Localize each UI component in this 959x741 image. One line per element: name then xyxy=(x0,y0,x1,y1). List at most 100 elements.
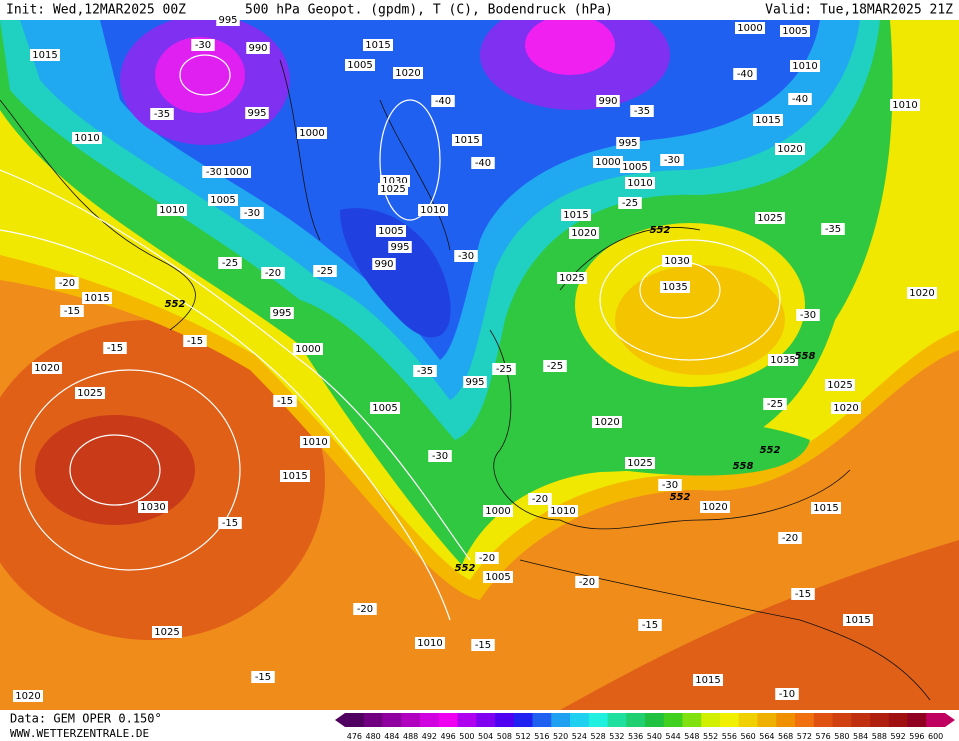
label-box xyxy=(596,95,620,107)
isobar-label: -30 xyxy=(195,40,211,51)
colorbar-label: 584 xyxy=(853,732,868,741)
colorbar-label: 592 xyxy=(890,732,905,741)
isobar-label: -30 xyxy=(800,310,816,321)
isobar-label: -20 xyxy=(59,278,75,289)
isobar-label: 1015 xyxy=(32,50,57,61)
isobar-label: -25 xyxy=(547,361,563,372)
isobar-label: 1010 xyxy=(302,437,327,448)
label-box xyxy=(72,132,102,144)
label-box xyxy=(30,49,60,61)
label-box xyxy=(658,479,682,491)
label-box xyxy=(821,223,845,235)
colorbar-low-arrow xyxy=(335,713,345,727)
isobar-label: -10 xyxy=(779,689,795,700)
isobar-label: 1015 xyxy=(84,293,109,304)
label-box xyxy=(662,255,692,267)
isobar-label: 995 xyxy=(465,377,484,388)
label-box xyxy=(191,39,215,51)
isobar-label: 1015 xyxy=(755,115,780,126)
isobar-label: 1015 xyxy=(813,503,838,514)
colorbar-swatch xyxy=(345,713,365,727)
contour-552-label: 552 xyxy=(455,563,476,574)
colorbar-label: 568 xyxy=(778,732,793,741)
colorbar-high-arrow xyxy=(945,713,955,727)
colorbar-label: 540 xyxy=(647,732,662,741)
isobar-label: 1020 xyxy=(777,144,802,155)
colorbar-label: 556 xyxy=(722,732,737,741)
label-box xyxy=(246,42,270,54)
isobar-label: 1015 xyxy=(845,615,870,626)
data-source: Data: GEM OPER 0.150° xyxy=(10,712,162,726)
label-box xyxy=(561,209,591,221)
isobar-label: 1005 xyxy=(372,403,397,414)
contour-552-label: 558 xyxy=(795,351,816,362)
isobar-label: 1030 xyxy=(382,176,407,187)
label-box xyxy=(353,603,377,615)
isobar-label: -20 xyxy=(357,604,373,615)
isobar-label: -25 xyxy=(767,399,783,410)
label-box xyxy=(788,93,812,105)
map-title: 500 hPa Geopot. (gpdm), T (C), Bodendruc… xyxy=(245,3,613,18)
label-box xyxy=(593,156,623,168)
colorbar-swatch xyxy=(457,713,477,727)
colorbar-label: 548 xyxy=(684,732,699,741)
contour-552-label: 552 xyxy=(165,299,186,310)
isobar-label: 1005 xyxy=(782,26,807,37)
map-labels: 995 990 1015 -30 1015 1005 1020 1000 1005 1010 -40… xyxy=(13,14,937,702)
label-box xyxy=(273,395,297,407)
label-box xyxy=(378,183,408,195)
isobar-label: -30 xyxy=(662,480,678,491)
isobar-label: 995 xyxy=(218,15,237,26)
colorbar-label: 524 xyxy=(572,732,587,741)
isobar-label: 1005 xyxy=(210,195,235,206)
label-box xyxy=(625,457,655,469)
isobar-label: 1010 xyxy=(892,100,917,111)
label-box xyxy=(418,204,448,216)
isobar-label: 1020 xyxy=(909,288,934,299)
isobar-label: -15 xyxy=(277,396,293,407)
colorbar-swatch xyxy=(570,713,590,727)
isobar-label: -40 xyxy=(737,69,753,80)
colorbar-swatch xyxy=(476,713,496,727)
isobar-label: 990 xyxy=(248,43,267,54)
isobar-label: 1020 xyxy=(34,363,59,374)
label-box xyxy=(831,402,861,414)
colorbar-swatch xyxy=(682,713,702,727)
label-box xyxy=(592,416,622,428)
label-box xyxy=(413,365,437,377)
isobar-label: 1010 xyxy=(420,205,445,216)
isobar-label: -20 xyxy=(532,494,548,505)
isobar-label: 1030 xyxy=(140,502,165,513)
label-box xyxy=(393,67,423,79)
colorbar-label: 532 xyxy=(609,732,624,741)
colorbar-swatch xyxy=(813,713,833,727)
label-box xyxy=(372,258,396,270)
label-box xyxy=(811,502,841,514)
label-box xyxy=(616,137,640,149)
isobar-label: 1025 xyxy=(559,273,584,284)
label-box xyxy=(138,501,168,513)
isobar-label: 1010 xyxy=(627,178,652,189)
label-box xyxy=(452,134,482,146)
isobar-label: 1020 xyxy=(594,417,619,428)
label-box xyxy=(569,227,599,239)
isobar-label: 1005 xyxy=(622,162,647,173)
label-box xyxy=(55,277,79,289)
isobar-label: 1035 xyxy=(662,282,687,293)
isobar-label: -15 xyxy=(107,343,123,354)
label-box xyxy=(376,225,406,237)
colorbar-swatch xyxy=(645,713,665,727)
label-box xyxy=(297,127,327,139)
label-box xyxy=(388,241,412,253)
label-box xyxy=(528,493,552,505)
colorbar-swatch xyxy=(626,713,646,727)
colorbar-swatch xyxy=(401,713,421,727)
contour-552-label: 552 xyxy=(670,492,691,503)
colorbar-label: 564 xyxy=(759,732,774,741)
label-box xyxy=(733,68,757,80)
isobar-label: -40 xyxy=(792,94,808,105)
isobar-label: 1010 xyxy=(792,61,817,72)
label-box xyxy=(428,450,452,462)
isobar-label: 1000 xyxy=(295,344,320,355)
label-box xyxy=(300,436,330,448)
